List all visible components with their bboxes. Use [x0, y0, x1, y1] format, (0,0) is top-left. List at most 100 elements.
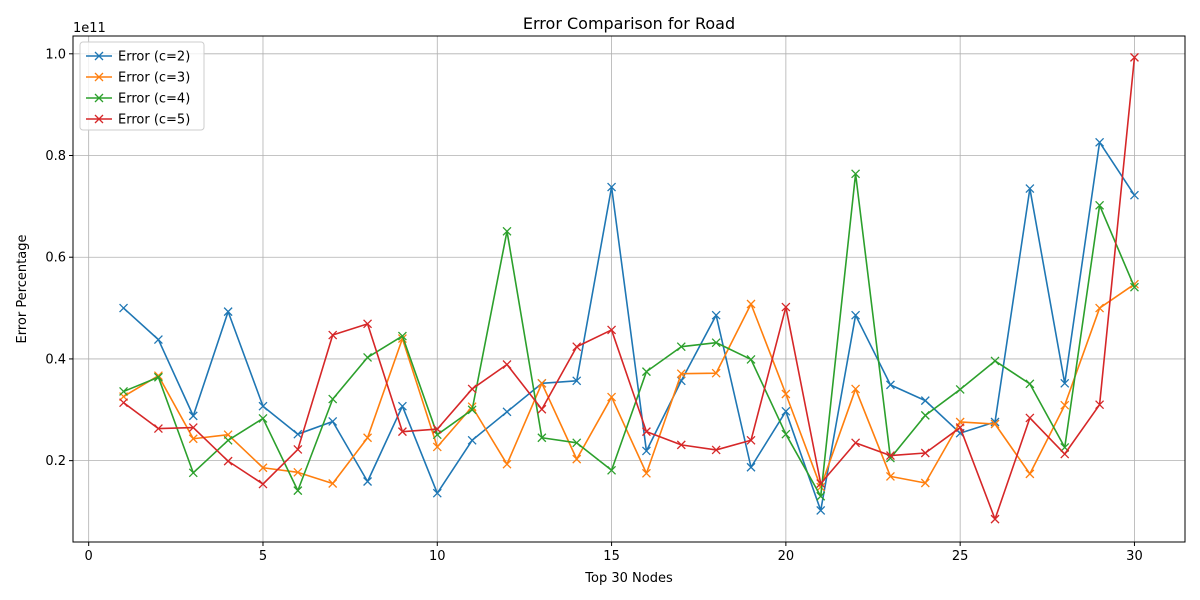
- data-point: [153, 335, 163, 345]
- data-point: [1095, 200, 1105, 210]
- data-point: [119, 398, 129, 408]
- data-point: [188, 411, 198, 421]
- data-point: [1025, 184, 1035, 194]
- data-point: [781, 406, 791, 416]
- series-layer: [119, 52, 1139, 524]
- data-point: [851, 169, 861, 179]
- y-tick-label: 0.4: [45, 352, 66, 367]
- series-line: [123, 57, 1136, 520]
- legend: Error (c=2) Error (c=3) Error (c=4) Error (…: [79, 41, 205, 131]
- data-point: [328, 394, 338, 404]
- data-point: [572, 342, 582, 352]
- data-point: [188, 423, 198, 433]
- data-point: [851, 310, 861, 320]
- data-point: [258, 401, 268, 411]
- legend-entry: Error (c=2): [86, 50, 190, 65]
- data-point: [851, 384, 861, 394]
- data-point: [397, 401, 407, 411]
- y-axis-offset-label: 1e11: [73, 21, 106, 36]
- data-point: [363, 477, 373, 486]
- data-point: [1095, 137, 1105, 147]
- data-point: [293, 486, 303, 496]
- data-point: [920, 396, 930, 406]
- data-point: [258, 463, 268, 473]
- y-tick-label: 0.6: [45, 251, 66, 266]
- data-point: [258, 413, 268, 423]
- data-point: [676, 369, 686, 379]
- data-point: [293, 444, 303, 454]
- legend-marker: [94, 93, 104, 103]
- data-point: [641, 468, 651, 478]
- x-axis-label: Top 30 Nodes: [584, 571, 673, 586]
- data-point: [885, 471, 895, 481]
- data-point: [920, 448, 930, 458]
- data-point: [641, 446, 651, 456]
- data-point: [816, 482, 826, 492]
- plot-frame: [72, 35, 1186, 543]
- data-point: [537, 378, 547, 388]
- legend-entry: Error (c=4): [86, 92, 190, 107]
- data-point: [432, 488, 442, 498]
- data-point: [955, 423, 965, 433]
- data-point: [711, 445, 721, 455]
- data-point: [1025, 379, 1035, 389]
- data-point: [955, 384, 965, 394]
- x-tick-label: 25: [952, 549, 969, 564]
- x-tick-label: 15: [603, 549, 620, 564]
- legend-label: Error (c=2): [118, 50, 190, 65]
- data-point: [502, 226, 512, 236]
- y-tick-label: 0.2: [45, 454, 66, 469]
- data-point: [746, 435, 756, 445]
- data-point: [781, 302, 791, 312]
- data-point: [990, 514, 1000, 524]
- data-point: [781, 429, 791, 439]
- data-point: [676, 342, 686, 352]
- data-point: [816, 491, 826, 501]
- data-point: [920, 478, 930, 488]
- data-point: [502, 407, 512, 417]
- series-3: [119, 169, 1139, 501]
- legend-label: Error (c=4): [118, 92, 190, 107]
- data-point: [746, 299, 756, 309]
- x-tick-label: 5: [259, 549, 267, 564]
- data-point: [676, 440, 686, 450]
- x-tick-label: 10: [429, 549, 446, 564]
- data-point: [711, 310, 721, 320]
- data-point: [990, 419, 1000, 429]
- data-point: [746, 354, 756, 364]
- data-point: [607, 465, 617, 475]
- data-point: [572, 376, 582, 386]
- x-tick-label: 0: [85, 549, 93, 564]
- data-point: [432, 442, 442, 452]
- data-point: [1025, 413, 1035, 423]
- data-point: [1060, 378, 1070, 388]
- data-point: [467, 384, 477, 394]
- data-point: [119, 303, 129, 313]
- data-point: [1095, 400, 1105, 410]
- data-point: [1129, 52, 1139, 62]
- data-point: [363, 352, 373, 362]
- data-point: [328, 417, 338, 426]
- data-point: [851, 438, 861, 448]
- data-point: [572, 438, 582, 448]
- legend-label: Error (c=5): [118, 113, 190, 128]
- series-line: [123, 173, 1136, 498]
- data-point: [363, 319, 373, 329]
- y-tick-label: 0.8: [45, 149, 66, 164]
- data-point: [363, 433, 373, 443]
- data-point: [1060, 400, 1070, 410]
- data-point: [293, 429, 303, 439]
- data-point: [223, 435, 233, 445]
- data-point: [397, 427, 407, 437]
- x-axis-ticks: 0 5 10 15 20 25 30: [85, 542, 1143, 564]
- data-point: [885, 451, 895, 461]
- data-point: [990, 356, 1000, 366]
- legend-entry: Error (c=5): [86, 113, 190, 128]
- data-point: [188, 468, 198, 478]
- data-point: [1129, 282, 1139, 292]
- series-line: [123, 283, 1135, 488]
- series-2: [119, 279, 1139, 492]
- y-axis-ticks: 0.2 0.4 0.6 0.8 1.0: [45, 47, 73, 469]
- data-point: [467, 435, 477, 445]
- data-point: [467, 405, 477, 415]
